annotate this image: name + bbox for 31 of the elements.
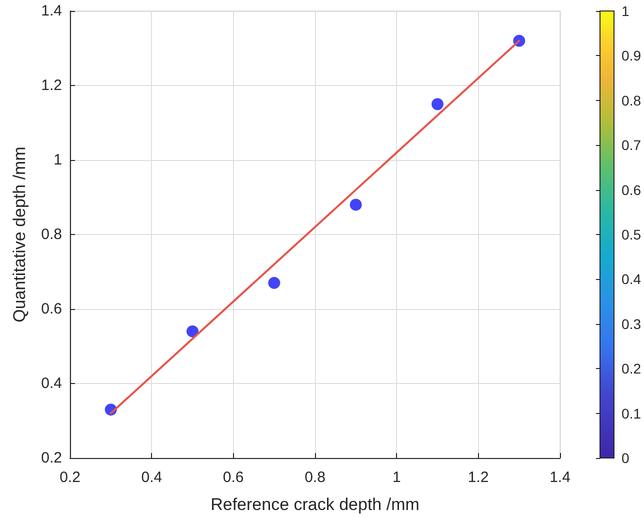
color-bar-label: 0.2: [622, 360, 642, 377]
y-tick-label: 1.2: [41, 77, 62, 94]
color-bar-label: 0: [622, 450, 630, 466]
x-tick-label: 0.6: [222, 469, 244, 486]
x-tick-label: 1: [392, 469, 401, 486]
x-tick-label: 1.2: [468, 469, 489, 486]
color-bar-label: 0.9: [622, 48, 642, 64]
y-axis-title: Quantitative depth /mm: [10, 146, 29, 322]
y-tick-label: 1: [54, 152, 62, 168]
color-bar-label: 0.5: [622, 226, 642, 242]
x-tick-label: 0.8: [304, 469, 326, 486]
x-axis-title: Reference crack depth /mm: [210, 495, 420, 514]
x-tick-label: 0.2: [60, 469, 80, 486]
point: [268, 276, 280, 289]
color-bar-label: 0.7: [622, 137, 642, 154]
y-tick-label: 0.2: [41, 450, 62, 466]
color-bar-label: 0.6: [622, 182, 642, 198]
x-tick-label: 1.4: [550, 469, 570, 486]
y-tick-label: 1.4: [41, 2, 62, 20]
point: [186, 325, 198, 338]
y-tick-label: 0.6: [41, 300, 62, 318]
point: [432, 98, 444, 110]
color-bar-label: 1: [622, 3, 630, 19]
y-tick-label: 0.4: [41, 375, 62, 392]
color-bar-label: 0.3: [622, 316, 642, 332]
y-tick-label: 0.8: [41, 226, 62, 243]
color-bar-label: 0.4: [622, 271, 642, 288]
color-bar-label: 0.8: [622, 92, 642, 108]
x-tick-label: 0.4: [141, 469, 162, 486]
color-bar-label: 0.1: [622, 405, 642, 422]
point: [350, 198, 362, 211]
